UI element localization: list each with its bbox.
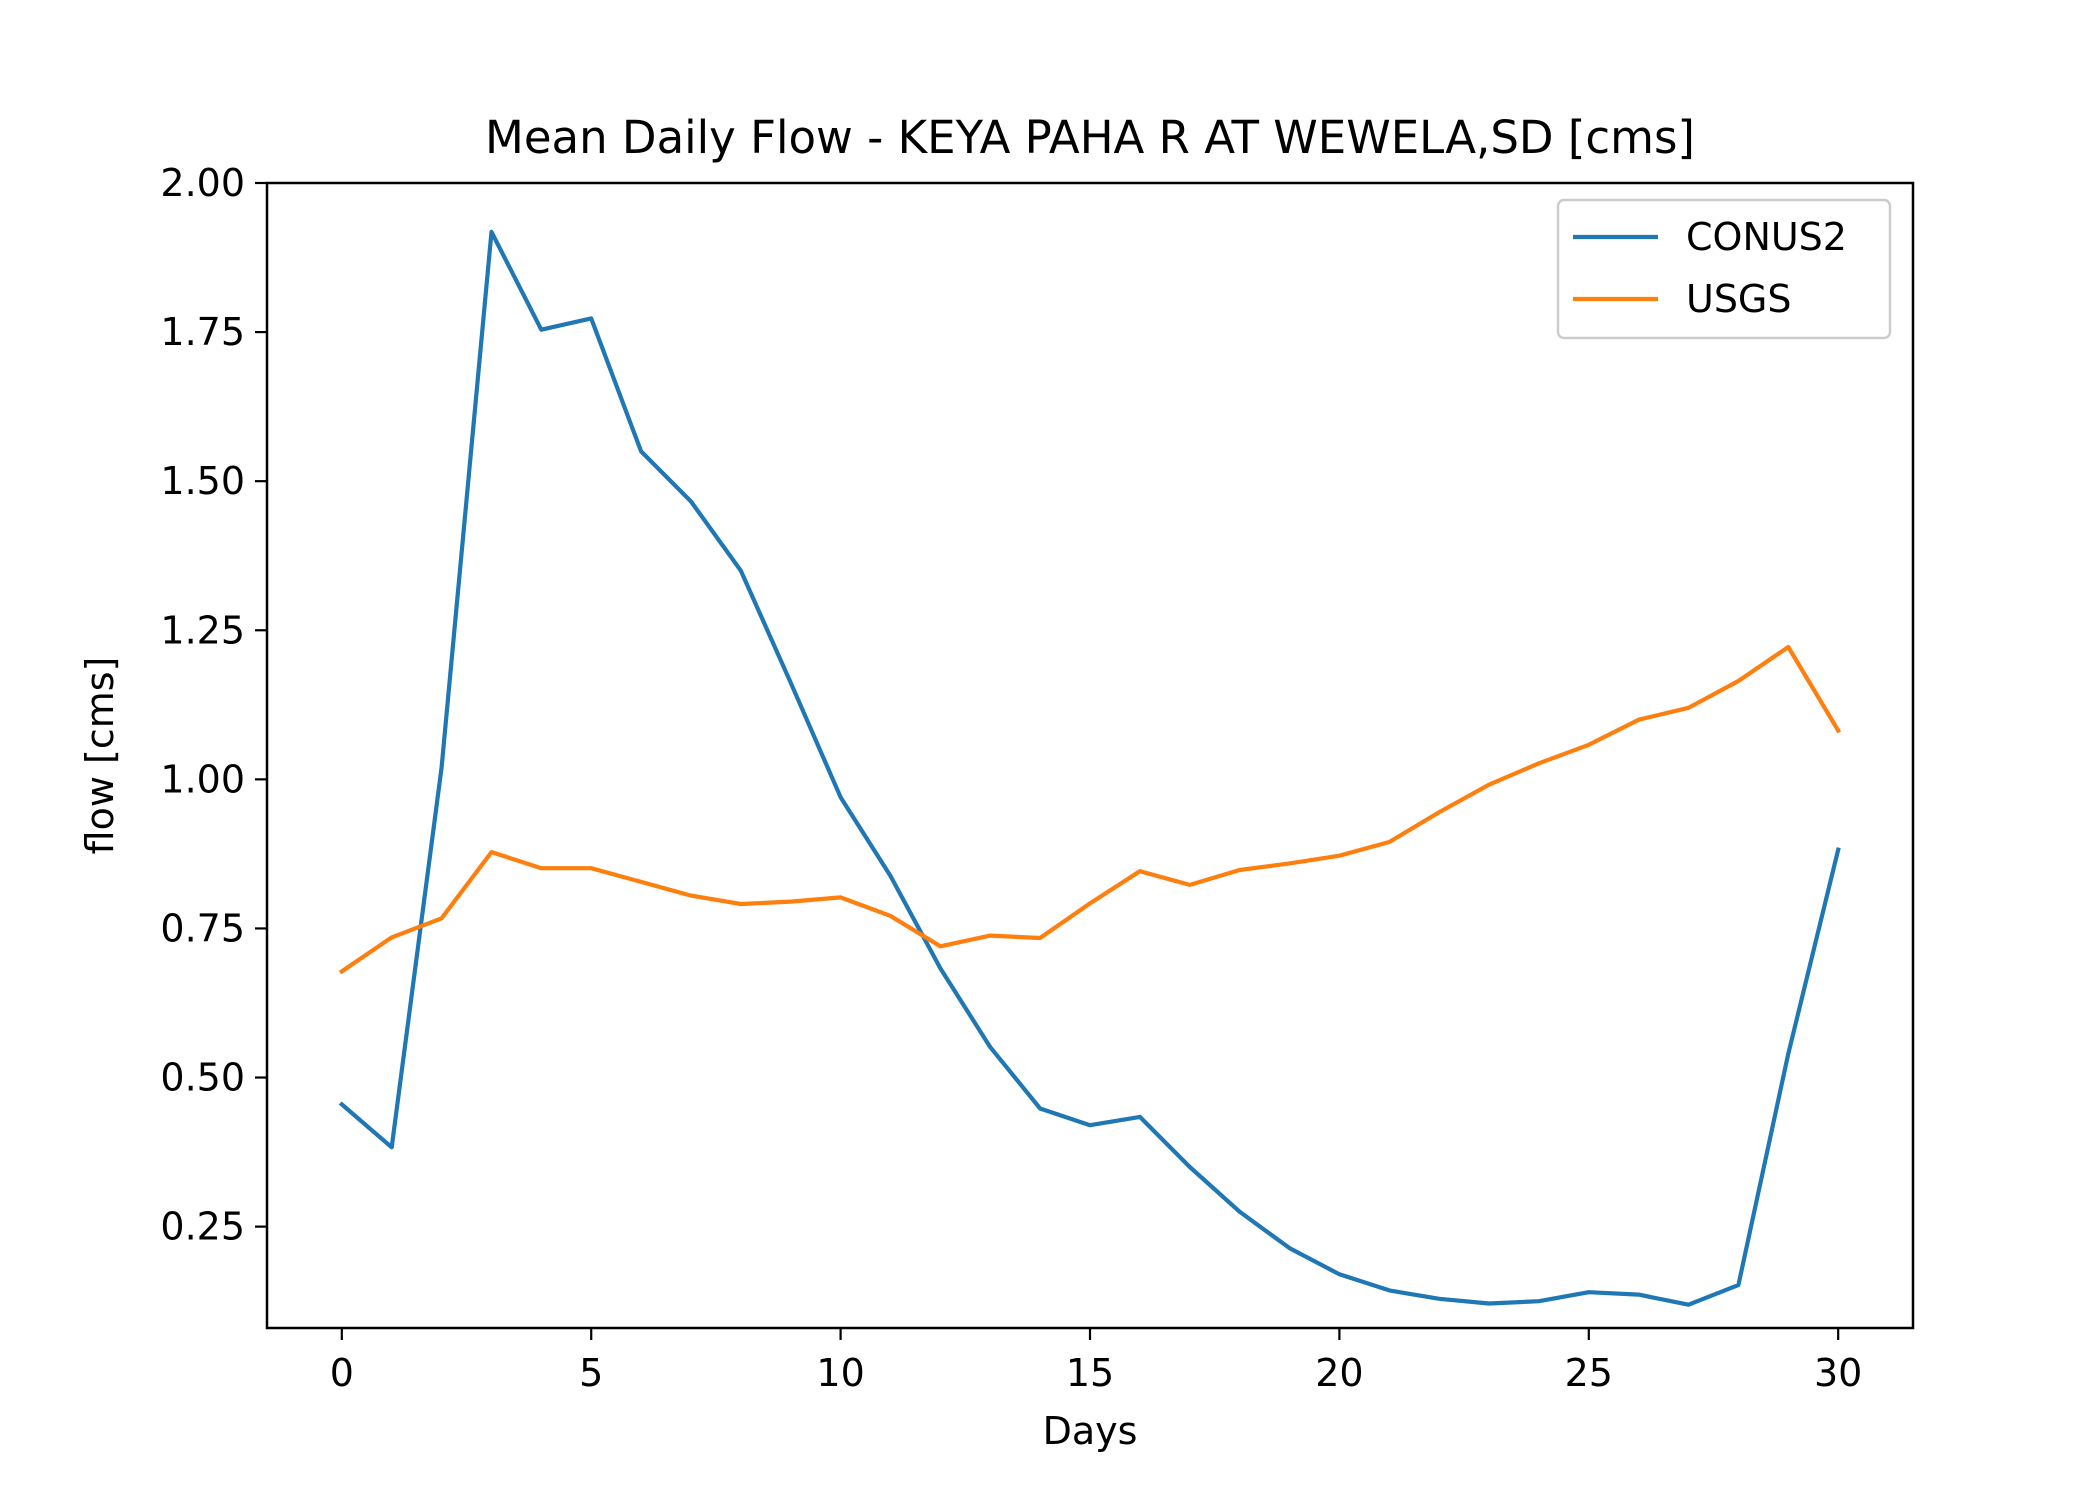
series-line-usgs [338, 644, 1842, 975]
legend: CONUS2 USGS [1556, 198, 1892, 340]
x-tick-label: 10 [816, 1351, 864, 1395]
legend-label: CONUS2 [1686, 215, 1847, 259]
x-tick-label: 5 [579, 1351, 603, 1395]
y-tick-label: 1.00 [160, 757, 245, 801]
x-tick-label: 15 [1066, 1351, 1114, 1395]
x-tick-label: 25 [1565, 1351, 1613, 1395]
y-tick-label: 1.25 [160, 608, 245, 652]
y-tick-label: 2.00 [160, 161, 245, 205]
x-tick-label: 0 [330, 1351, 354, 1395]
y-tick-label: 1.75 [160, 310, 245, 354]
y-tick-label: 0.50 [160, 1056, 245, 1100]
y-axis: 0.25 0.50 0.75 1.00 1.25 1.50 1.75 2.00 [160, 161, 267, 1249]
chart-title: Mean Daily Flow - KEYA PAHA R AT WEWELA,… [485, 111, 1695, 164]
y-tick-label: 0.25 [160, 1205, 245, 1249]
x-tick-label: 20 [1315, 1351, 1363, 1395]
y-tick-label: 0.75 [160, 906, 245, 950]
series-layer [338, 229, 1842, 1307]
x-tick-label: 30 [1814, 1351, 1862, 1395]
series-line-conus2 [338, 229, 1841, 1307]
y-axis-label: flow [cms] [78, 657, 122, 855]
legend-box [1556, 198, 1892, 340]
x-axis: 0 5 10 15 20 25 30 [330, 1328, 1862, 1395]
x-axis-label: Days [1043, 1409, 1138, 1453]
y-tick-label: 1.50 [160, 459, 245, 503]
legend-label: USGS [1686, 277, 1792, 321]
